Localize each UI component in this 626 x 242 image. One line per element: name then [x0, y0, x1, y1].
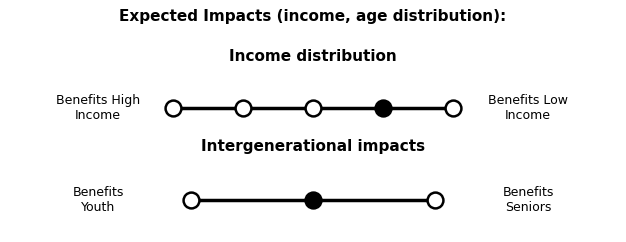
Point	[168, 106, 178, 110]
Text: Income distribution: Income distribution	[229, 49, 397, 64]
Text: Benefits
Seniors: Benefits Seniors	[502, 186, 554, 214]
Point	[378, 106, 388, 110]
Text: Benefits
Youth: Benefits Youth	[72, 186, 124, 214]
Point	[429, 198, 439, 202]
Point	[187, 198, 197, 202]
Text: Expected Impacts (income, age distribution):: Expected Impacts (income, age distributi…	[120, 8, 506, 23]
Text: Intergenerational impacts: Intergenerational impacts	[201, 139, 425, 154]
Point	[308, 106, 318, 110]
Point	[448, 106, 458, 110]
Point	[308, 198, 318, 202]
Text: Benefits High
Income: Benefits High Income	[56, 94, 140, 122]
Point	[238, 106, 248, 110]
Text: Benefits Low
Income: Benefits Low Income	[488, 94, 568, 122]
